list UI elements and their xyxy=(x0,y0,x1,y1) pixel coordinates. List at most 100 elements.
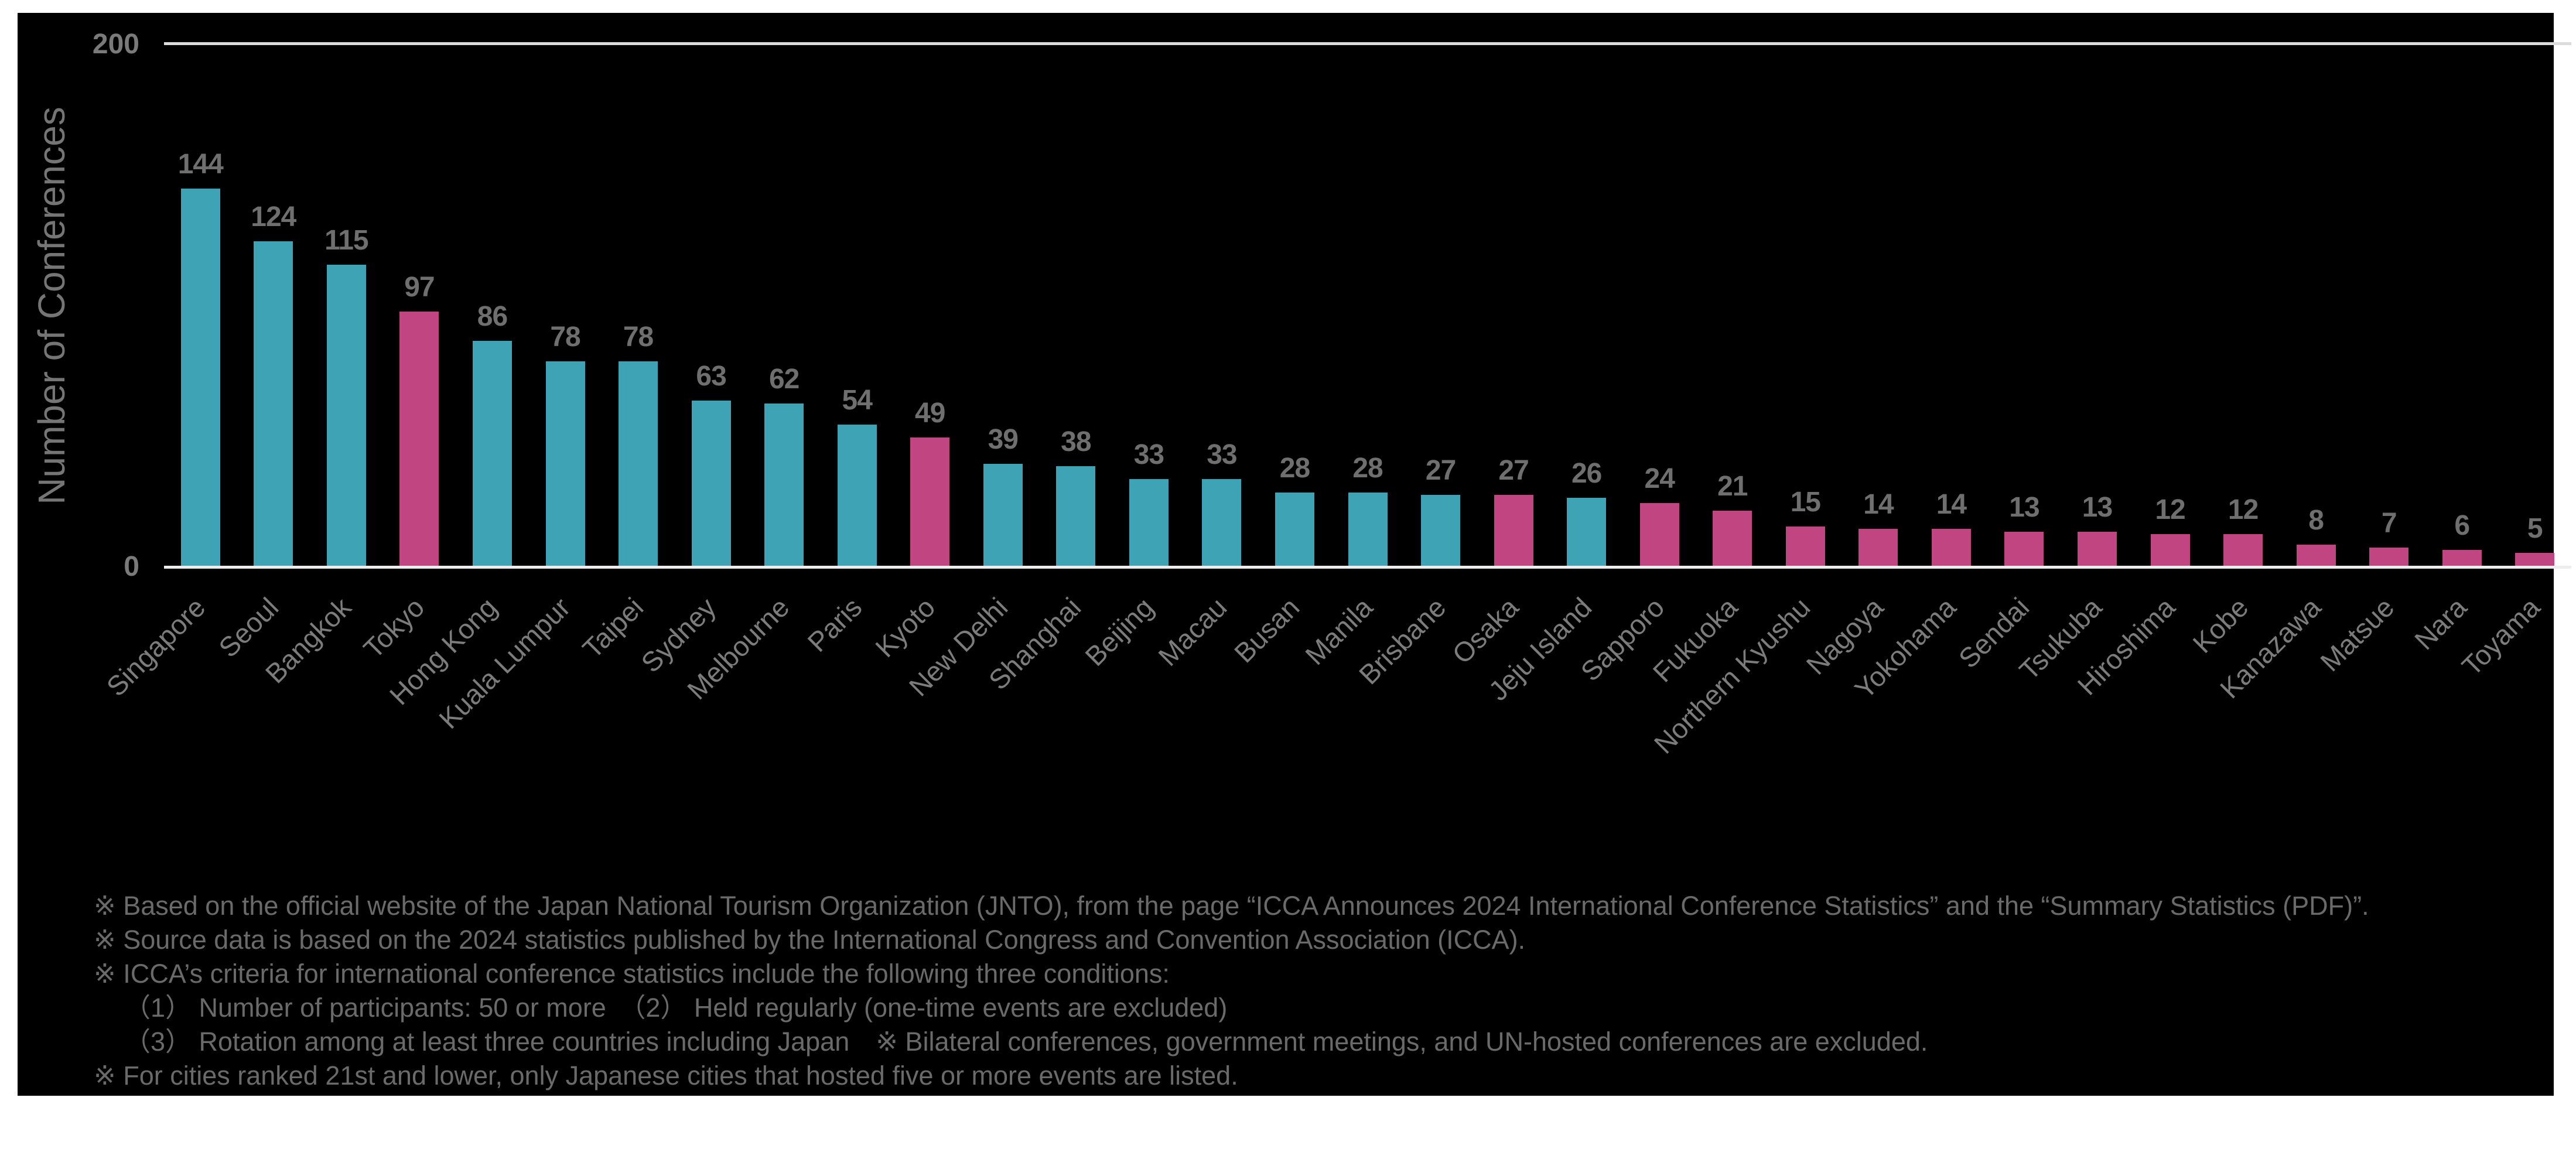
bar-japan xyxy=(910,437,950,566)
bar-slot: 7 xyxy=(2352,42,2425,566)
bar-japan xyxy=(1785,526,1825,566)
bar-slot: 28 xyxy=(1258,42,1331,566)
bar-japan xyxy=(2442,550,2482,566)
y-tick-200: 200 xyxy=(92,29,139,60)
bar-value-label: 39 xyxy=(988,424,1019,455)
bar-slot: 62 xyxy=(747,42,821,566)
bar-slot: 86 xyxy=(456,42,529,566)
bar-slot: 8 xyxy=(2280,42,2353,566)
bar-slot: 5 xyxy=(2499,42,2572,566)
bar-japan xyxy=(2150,534,2190,566)
bar-japan xyxy=(1639,503,1679,566)
bar-slot: 39 xyxy=(966,42,1040,566)
bar-value-label: 5 xyxy=(2527,513,2543,544)
y-axis-title: Number of Conferences xyxy=(30,107,73,505)
bar-value-label: 14 xyxy=(1863,489,1894,520)
bar-international xyxy=(180,189,220,566)
bar-international xyxy=(691,401,731,566)
footnote-line: ※ Based on the official website of the J… xyxy=(94,891,2369,921)
bar-value-label: 6 xyxy=(2454,510,2470,541)
bar-value-label: 49 xyxy=(915,398,945,429)
bar-japan xyxy=(2077,532,2117,566)
bar-slot: 144 xyxy=(164,42,237,566)
bar-value-label: 63 xyxy=(696,361,726,392)
bars: 144 124 115 97 86 78 78 63 62 54 49 39 38 33 33 28 28 27 2… xyxy=(164,42,2571,566)
bar-international xyxy=(1421,495,1461,566)
bar-slot: 27 xyxy=(1477,42,1550,566)
bar-slot: 49 xyxy=(893,42,966,566)
bar-value-label: 33 xyxy=(1207,439,1237,470)
bar-slot: 12 xyxy=(2206,42,2280,566)
bar-value-label: 33 xyxy=(1133,439,1164,470)
bar-japan xyxy=(1858,529,1898,566)
bar-value-label: 78 xyxy=(550,322,580,353)
bar-slot: 78 xyxy=(602,42,675,566)
bar-slot: 12 xyxy=(2134,42,2207,566)
bar-slot: 27 xyxy=(1404,42,1477,566)
bar-value-label: 14 xyxy=(1936,489,1967,520)
bar-slot: 97 xyxy=(383,42,456,566)
bar-value-label: 115 xyxy=(324,225,368,256)
bar-value-label: 144 xyxy=(177,149,224,180)
bar-value-label: 28 xyxy=(1279,453,1310,484)
bar-slot: 13 xyxy=(1988,42,2061,566)
bar-value-label: 54 xyxy=(842,385,873,416)
bar-value-label: 12 xyxy=(2227,494,2259,525)
bar-international xyxy=(764,404,804,566)
bar-value-label: 97 xyxy=(404,272,435,303)
bar-slot: 54 xyxy=(821,42,894,566)
bar-international xyxy=(1202,479,1242,566)
bar-slot: 13 xyxy=(2061,42,2134,566)
bar-slot: 26 xyxy=(1550,42,1623,566)
bar-slot: 78 xyxy=(529,42,602,566)
bar-slot: 33 xyxy=(1185,42,1259,566)
footnote-line: （3） Rotation among at least three countr… xyxy=(124,1027,1928,1057)
bar-japan xyxy=(2296,545,2336,566)
bar-slot: 21 xyxy=(1696,42,1769,566)
bar-value-label: 124 xyxy=(251,201,296,233)
bar-value-label: 24 xyxy=(1644,463,1675,494)
bar-value-label: 28 xyxy=(1352,453,1383,484)
bar-slot: 14 xyxy=(1915,42,1988,566)
y-tick-0: 0 xyxy=(124,551,139,582)
bar-value-label: 86 xyxy=(477,301,508,332)
bar-japan xyxy=(1931,529,1971,566)
bar-value-label: 62 xyxy=(768,364,800,395)
footnotes: ※ Based on the official website of the J… xyxy=(94,889,2369,1093)
bar-japan xyxy=(2004,532,2044,566)
bar-slot: 38 xyxy=(1040,42,1113,566)
bar-japan xyxy=(1494,495,1533,566)
bar-value-label: 12 xyxy=(2155,494,2185,525)
bar-slot: 33 xyxy=(1112,42,1185,566)
bar-value-label: 7 xyxy=(2381,508,2397,539)
bar-value-label: 27 xyxy=(1498,455,1529,486)
bar-japan xyxy=(2515,553,2555,566)
bar-value-label: 21 xyxy=(1717,471,1748,502)
bar-slot: 24 xyxy=(1623,42,1696,566)
bar-slot: 124 xyxy=(237,42,310,566)
bar-japan xyxy=(2223,534,2263,566)
bar-international xyxy=(326,265,366,566)
bar-slot: 115 xyxy=(310,42,383,566)
x-axis-baseline xyxy=(164,566,2571,569)
bar-international xyxy=(254,241,293,566)
footnote-line: ※ ICCA’s criteria for international conf… xyxy=(94,959,1170,989)
bar-japan xyxy=(2369,548,2409,566)
bar-international xyxy=(472,341,512,566)
gridline-200 xyxy=(164,42,2571,45)
bar-japan xyxy=(1713,511,1752,566)
bar-value-label: 15 xyxy=(1790,487,1821,518)
bar-value-label: 13 xyxy=(2082,492,2113,523)
bar-international xyxy=(1275,493,1314,566)
bar-value-label: 27 xyxy=(1425,455,1456,486)
bar-value-label: 13 xyxy=(2009,492,2039,523)
bar-value-label: 38 xyxy=(1061,426,1091,457)
bar-slot: 15 xyxy=(1769,42,1842,566)
bar-value-label: 78 xyxy=(623,322,654,353)
footnote-line: （1） Number of participants: 50 or more （… xyxy=(124,993,1228,1023)
bar-value-label: 26 xyxy=(1571,458,1602,489)
bar-international xyxy=(1056,466,1096,566)
bar-international xyxy=(1348,493,1388,566)
footnote-line: ※ Source data is based on the 2024 stati… xyxy=(94,925,1526,955)
footnote-line: ※ For cities ranked 21st and lower, only… xyxy=(94,1061,1238,1090)
